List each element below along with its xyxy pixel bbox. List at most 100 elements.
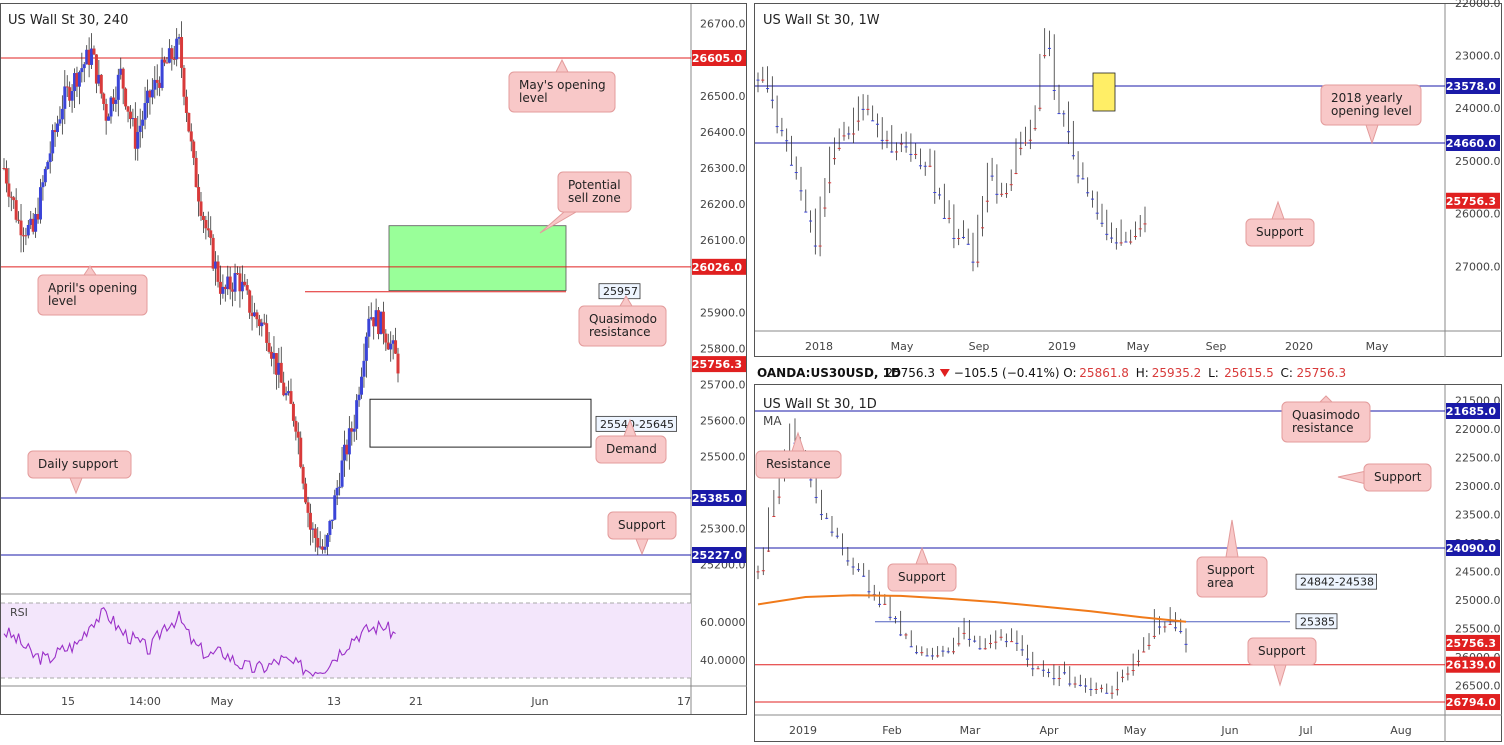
callout-bubble xyxy=(755,450,842,479)
candle-body xyxy=(70,91,74,101)
price-tag-label: 25756.3 xyxy=(1446,637,1496,650)
callout-text: Support xyxy=(1374,470,1422,484)
candle xyxy=(1067,101,1071,145)
candle-body xyxy=(842,135,846,137)
candle xyxy=(930,647,934,660)
candle-body xyxy=(92,48,96,55)
callout-pointer xyxy=(1365,124,1379,145)
candle-body xyxy=(180,37,184,68)
candle xyxy=(1168,607,1172,625)
candle xyxy=(875,113,879,138)
h4-candles xyxy=(2,21,400,556)
candle-body xyxy=(87,49,91,65)
candle xyxy=(163,56,167,67)
candle xyxy=(1033,105,1037,131)
candle-body xyxy=(136,131,140,149)
candle xyxy=(1119,219,1123,246)
candle xyxy=(777,473,781,505)
quote-field: L: xyxy=(1208,366,1219,380)
candle-body xyxy=(799,190,803,192)
candle xyxy=(872,584,876,601)
candle-body xyxy=(1179,631,1183,633)
candle-body xyxy=(107,116,111,121)
candle xyxy=(899,610,903,637)
callout-text: Support xyxy=(1258,644,1306,658)
d1-support-area-tag: 24842-24538 xyxy=(1295,573,1377,590)
candle xyxy=(218,265,222,305)
callout-bubble xyxy=(607,511,677,540)
candle xyxy=(1009,169,1013,191)
candle xyxy=(895,142,899,161)
callout-pointer xyxy=(1271,200,1285,220)
quote-field: −105.5 (−0.41%) xyxy=(954,366,1060,380)
candle-body xyxy=(823,207,827,209)
candle xyxy=(1138,214,1142,237)
candle xyxy=(308,503,312,546)
candle-body xyxy=(1047,672,1051,674)
candle xyxy=(257,314,261,336)
candle xyxy=(199,191,203,221)
candle xyxy=(107,113,111,121)
price-tag-bg xyxy=(1446,78,1500,94)
price-tag-label: 24660.0 xyxy=(1446,137,1496,150)
candle xyxy=(136,115,140,161)
candle-body xyxy=(345,444,349,455)
candle xyxy=(111,89,115,112)
candle xyxy=(2,158,6,171)
callout-support-d1-bottom: Support xyxy=(1247,637,1317,687)
candle-body xyxy=(983,648,987,650)
candle-body xyxy=(1100,222,1104,224)
w1-y-tick: 24000.0 xyxy=(1455,102,1501,115)
callout-text: Support xyxy=(1207,563,1255,577)
candle-body xyxy=(221,286,225,294)
quote-field: OANDA:US30USD, 1D xyxy=(757,366,901,380)
candle xyxy=(914,143,918,160)
candle xyxy=(1015,630,1019,651)
candle-body xyxy=(1041,669,1045,671)
candle xyxy=(187,112,191,133)
candle xyxy=(131,108,135,127)
callout-pointer xyxy=(555,58,569,73)
candle xyxy=(1081,162,1085,180)
candle-body xyxy=(68,87,72,101)
candle xyxy=(861,94,865,121)
candle xyxy=(141,110,145,139)
candle-body xyxy=(267,342,271,352)
quote-field: 25756.3 xyxy=(885,366,935,380)
candle xyxy=(1089,677,1093,697)
candle xyxy=(250,295,254,331)
candle-body xyxy=(396,353,400,374)
callout-daily-support: Daily support xyxy=(27,450,132,495)
candle xyxy=(952,204,956,249)
level-tag-label: 25385 xyxy=(1300,615,1335,628)
candle xyxy=(1110,222,1114,244)
candle-body xyxy=(379,311,383,335)
candle-body xyxy=(1089,688,1093,690)
candle-body xyxy=(990,175,994,177)
candle-body xyxy=(825,517,829,519)
candle-body xyxy=(206,228,210,231)
candle xyxy=(1163,621,1167,633)
h4-price-tag: 25756.3 xyxy=(692,356,746,373)
candle-body xyxy=(847,133,851,135)
callout-text: level xyxy=(48,294,77,308)
d1-ma-label: MA xyxy=(763,414,782,428)
candle-body xyxy=(1078,684,1082,686)
h4-y-tick: 25500.0 xyxy=(700,451,746,464)
candle-body xyxy=(967,638,971,640)
candle-body xyxy=(116,74,120,100)
candle-body xyxy=(1043,55,1047,57)
candle-body xyxy=(1062,672,1066,674)
candle-body xyxy=(777,496,781,498)
candle xyxy=(966,228,970,245)
candle xyxy=(1068,666,1072,687)
candle-body xyxy=(94,54,98,84)
candle xyxy=(1110,685,1114,699)
candle-body xyxy=(1126,673,1130,675)
candle xyxy=(82,61,86,83)
candle xyxy=(909,133,913,162)
candle-body xyxy=(56,123,60,133)
panel-w1-frame xyxy=(754,3,1502,357)
candle xyxy=(1133,221,1137,240)
candle xyxy=(957,228,961,246)
